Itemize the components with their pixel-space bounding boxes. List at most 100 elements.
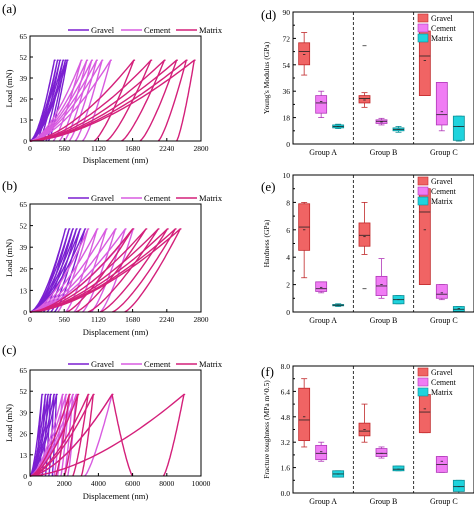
curve-matrix-5 <box>29 59 188 142</box>
x-tick-label: 560 <box>59 315 71 324</box>
box-body <box>435 82 448 126</box>
legend-label-matrix: Matrix <box>431 34 453 43</box>
y-tick-label: 39 <box>20 243 28 252</box>
box-body <box>298 387 311 442</box>
x-tick-label: 8000 <box>159 479 174 488</box>
x-tick-label: 0 <box>28 144 32 153</box>
legend-label-cement: Cement <box>144 359 171 369</box>
legend-swatch-gravel <box>417 13 429 23</box>
legend-label-matrix: Matrix <box>431 388 453 397</box>
legend-label-cement: Cement <box>431 187 457 196</box>
x-tick-label: 1120 <box>91 315 106 324</box>
legend-label-gravel: Gravel <box>91 359 115 369</box>
y-tick-label: 26 <box>20 265 28 274</box>
x-axis-label: Displacement (nm) <box>83 155 149 165</box>
curve-matrix-4 <box>29 59 178 142</box>
legend-swatch-matrix <box>417 196 429 206</box>
x-tick-label: 2800 <box>194 315 209 324</box>
box-gravel-group-a <box>298 201 311 279</box>
x-tick-label: 0 <box>28 315 32 324</box>
panel-label: (b) <box>2 178 17 193</box>
panel-label: (e) <box>261 179 275 194</box>
legend-label-matrix: Matrix <box>199 25 223 35</box>
box-body <box>315 95 328 114</box>
box-cement-group-b <box>375 446 388 459</box>
legend-label-gravel: Gravel <box>431 368 454 377</box>
box-cement-group-b <box>375 258 388 299</box>
x-tick-label: 560 <box>59 144 71 153</box>
y-tick-label: 39 <box>20 408 28 417</box>
y-tick-label: 90 <box>283 8 291 17</box>
x-tick-label: 2800 <box>194 144 209 153</box>
curve-gravel-1 <box>29 59 56 142</box>
box-matrix-group-b <box>392 295 405 305</box>
box-matrix-group-a <box>332 470 345 478</box>
curve-gravel-5 <box>29 228 82 313</box>
y-tick-label: 6.4 <box>281 387 291 396</box>
legend-swatch-cement <box>417 23 429 33</box>
curve-matrix-2 <box>29 59 153 142</box>
legend-label-gravel: Gravel <box>91 25 115 35</box>
curve-matrix-2 <box>29 393 80 477</box>
box-body <box>298 42 311 66</box>
legend-swatch-cement <box>417 377 429 387</box>
y-tick-label: 1.6 <box>281 464 291 473</box>
y-tick-label: 65 <box>20 200 28 209</box>
legend-swatch-matrix <box>417 33 429 43</box>
y-tick-label: 6 <box>286 226 290 235</box>
box-matrix-group-b <box>392 126 405 133</box>
box-gravel-group-b <box>358 403 371 443</box>
y-axis-label: Hardness (GPa) <box>262 219 271 267</box>
panel-label: (f) <box>261 364 274 379</box>
box-body <box>358 95 371 104</box>
x-tick-label: 2240 <box>159 144 174 153</box>
legend-label-cement: Cement <box>144 25 171 35</box>
y-tick-label: 10 <box>283 171 291 180</box>
chart-panel-f: (f) Group A Group B Group C 0.0 1.6 3.2 4.8 6.4 8… <box>261 362 474 506</box>
x-tick-label: 0 <box>28 479 32 488</box>
curve-cement-1 <box>29 59 83 142</box>
legend-swatch-gravel <box>417 367 429 377</box>
curve-matrix-4 <box>29 228 169 313</box>
category-label: Group B <box>370 316 398 325</box>
panel-label: (d) <box>261 7 276 22</box>
chart-panel-c: (c) 0 2000 4000 6000 8000 10000 0 13 26 39 52 65 Disp… <box>2 342 223 501</box>
y-tick-label: 0 <box>286 140 290 149</box>
category-label: Group C <box>430 316 458 325</box>
curve-gravel-4 <box>29 59 65 142</box>
box-matrix-group-c <box>452 479 465 494</box>
box-body <box>358 222 371 247</box>
box-body <box>435 284 448 299</box>
box-body <box>418 394 431 434</box>
axes-frame <box>29 203 202 313</box>
x-axis-label: Displacement (nm) <box>83 491 149 501</box>
box-cement-group-b <box>375 117 388 126</box>
y-tick-label: 54 <box>283 61 291 70</box>
curve-gravel-6 <box>29 228 87 313</box>
curve-gravel-6 <box>29 59 69 142</box>
y-tick-label: 0 <box>23 308 27 317</box>
curve-cement-2 <box>29 228 99 313</box>
legend-label-gravel: Gravel <box>431 177 454 186</box>
box-cement-group-c <box>435 284 448 301</box>
legend-swatch-gravel <box>417 176 429 186</box>
curve-matrix-1 <box>29 59 136 142</box>
curve-matrix-3 <box>29 59 166 142</box>
category-label: Group B <box>370 148 398 157</box>
y-tick-label: 0 <box>23 472 27 481</box>
x-tick-label: 4000 <box>91 479 106 488</box>
box-cement-group-a <box>315 281 328 294</box>
curve-matrix-3 <box>29 393 90 477</box>
y-tick-label: 18 <box>283 114 291 123</box>
legend-label-cement: Cement <box>431 378 457 387</box>
x-tick-label: 1680 <box>125 144 140 153</box>
curve-matrix-5 <box>29 393 134 477</box>
y-tick-label: 4 <box>286 253 290 262</box>
box-body <box>392 465 405 472</box>
box-body <box>452 479 465 492</box>
curve-matrix-2 <box>29 228 148 313</box>
chart-panel-e: (e) Group A Group B Group C 0 2 4 6 8 10 Hardness … <box>261 171 474 325</box>
y-tick-label: 13 <box>20 286 28 295</box>
box-body <box>315 444 328 461</box>
legend-label-matrix: Matrix <box>431 197 453 206</box>
